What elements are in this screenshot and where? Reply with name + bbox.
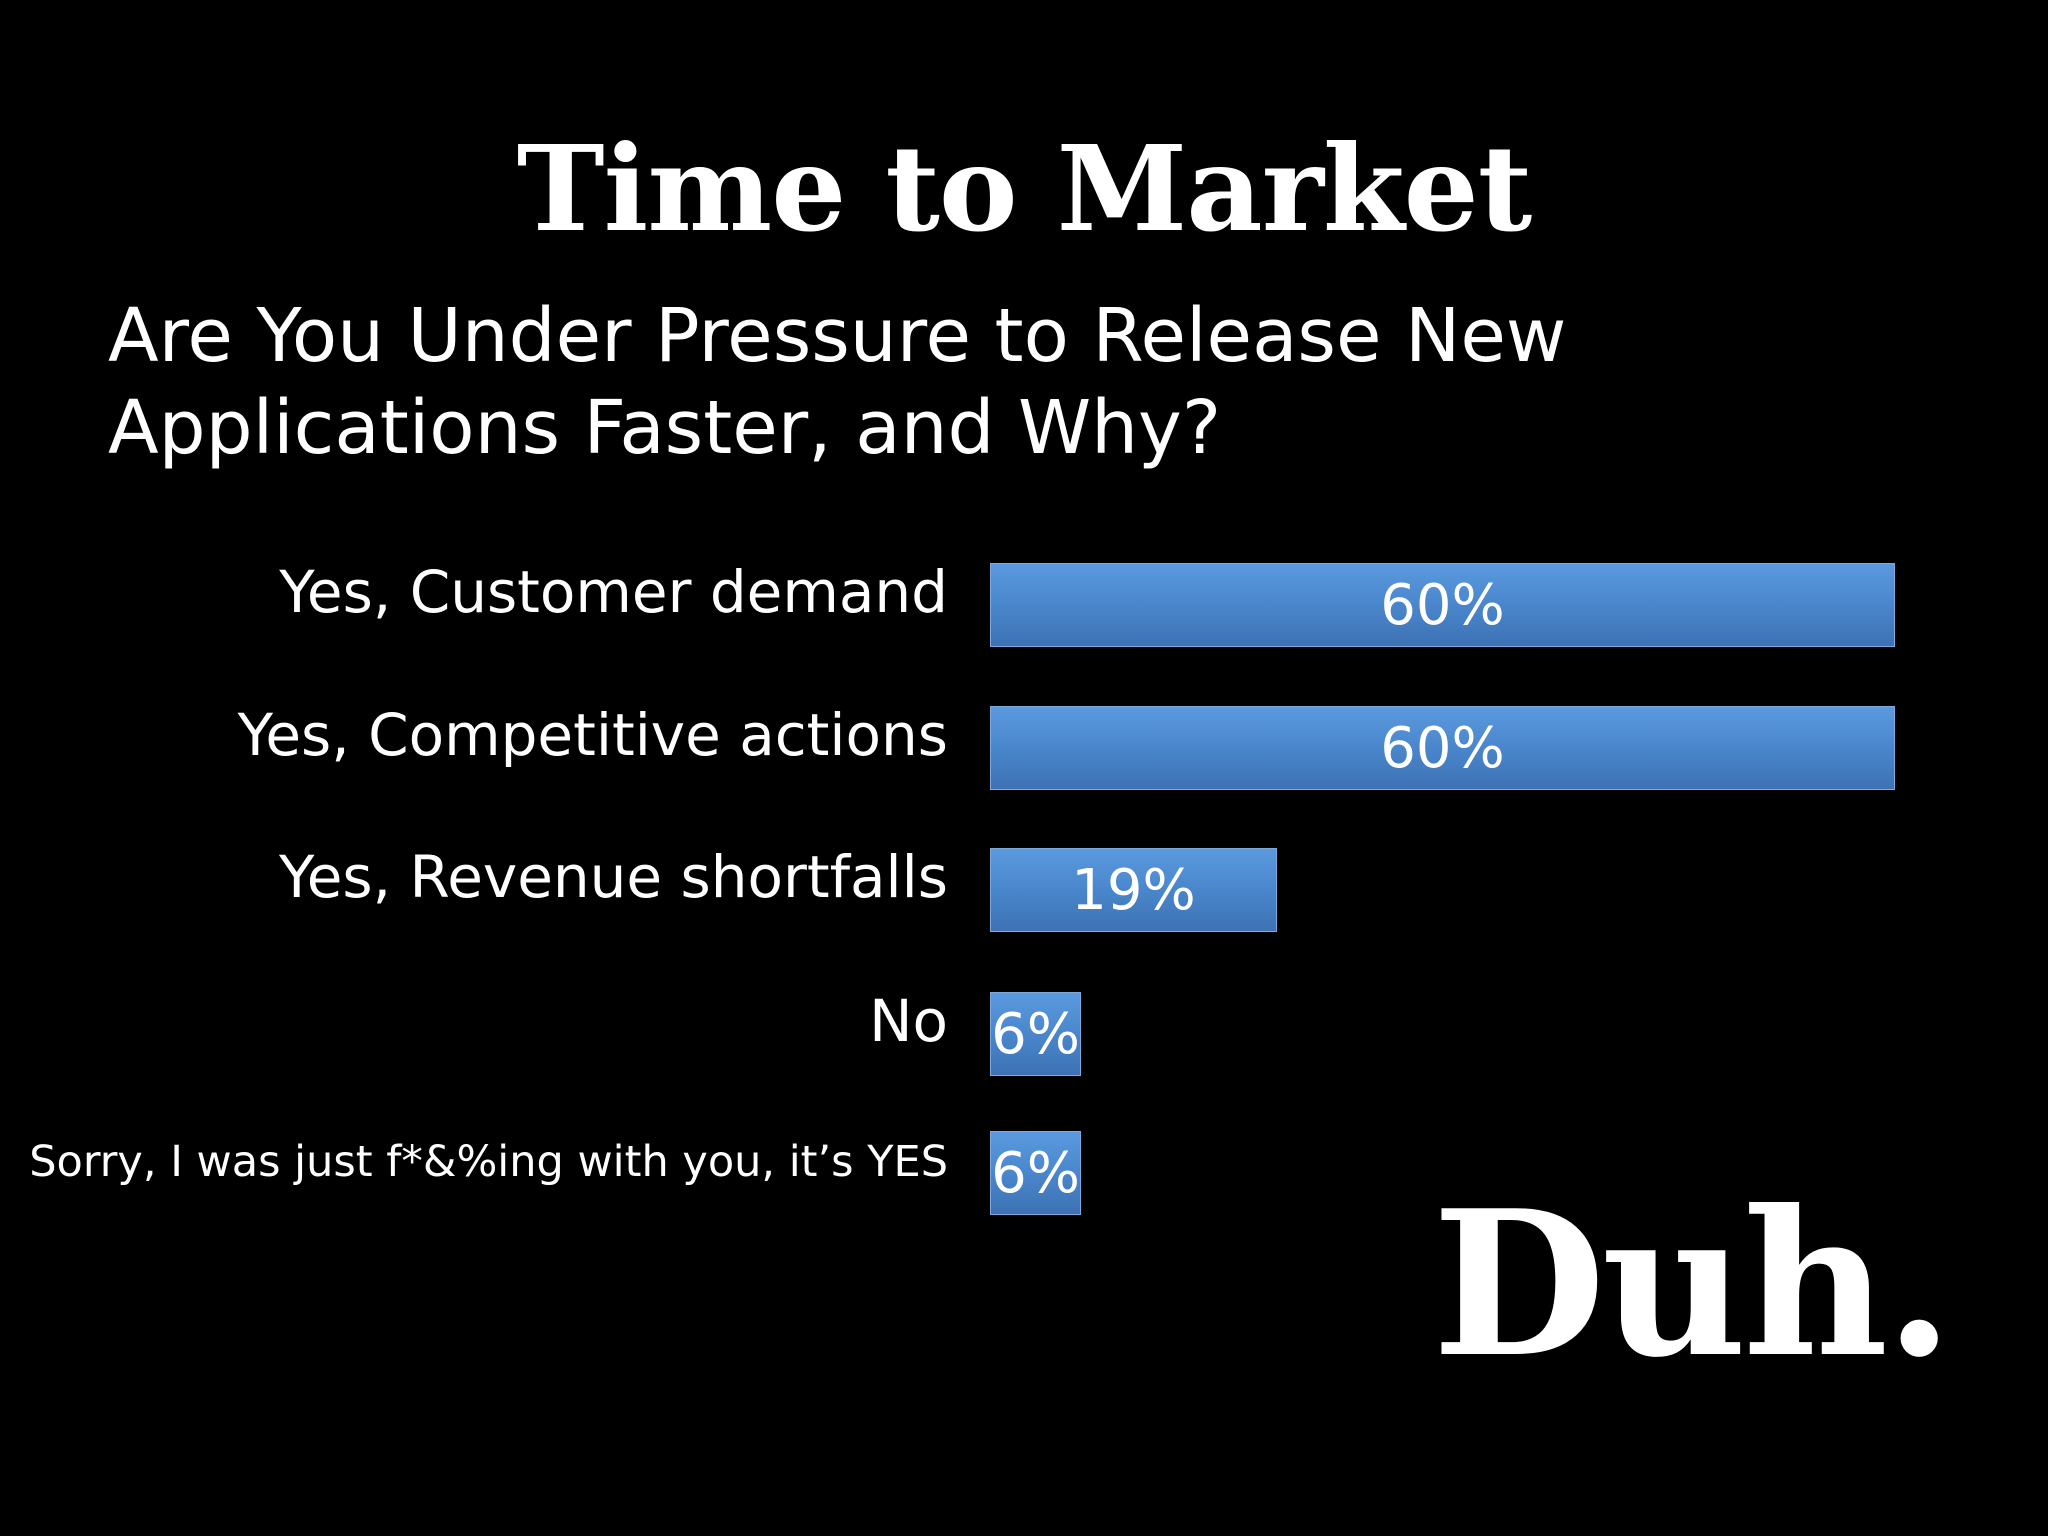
slide-subtitle: Are You Under Pressure to Release New Ap… — [108, 293, 1567, 471]
bar-label: Yes, Customer demand — [279, 558, 948, 626]
bar-value-label: 60% — [1380, 715, 1505, 781]
bar-label: Sorry, I was just f*&%ing with you, it’s… — [29, 1137, 948, 1187]
bar-label: No — [869, 987, 948, 1055]
bar-value-label: 19% — [1071, 857, 1196, 923]
bar: 60% — [990, 706, 1895, 790]
bar: 19% — [990, 848, 1277, 932]
bar: 6% — [990, 1131, 1081, 1215]
bar: 6% — [990, 992, 1081, 1076]
slide-title: Time to Market — [516, 119, 1533, 258]
bar-value-label: 6% — [991, 1140, 1080, 1206]
bar-value-label: 60% — [1380, 572, 1505, 638]
bar: 60% — [990, 563, 1895, 647]
bar-label: Yes, Revenue shortfalls — [279, 843, 948, 911]
bar-value-label: 6% — [991, 1001, 1080, 1067]
bar-label: Yes, Competitive actions — [237, 701, 948, 769]
footer-punchline: Duh. — [1432, 1167, 1954, 1402]
